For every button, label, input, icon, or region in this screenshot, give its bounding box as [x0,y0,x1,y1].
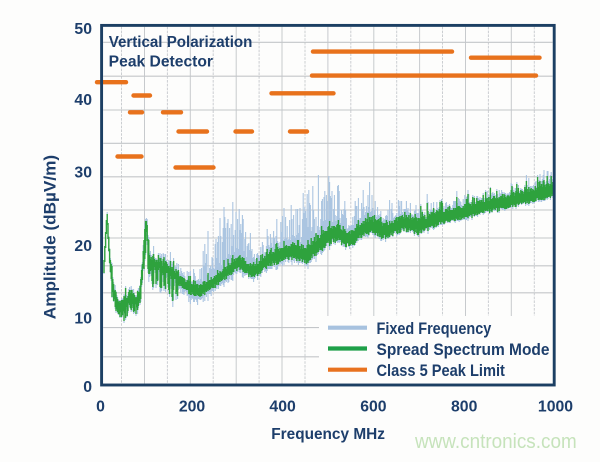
svg-text:0: 0 [96,399,105,416]
svg-text:0: 0 [83,379,92,396]
svg-text:Frequency MHz: Frequency MHz [271,426,385,443]
svg-text:www.cntronics.com: www.cntronics.com [414,430,577,453]
svg-text:Amplitude (dBµV/m): Amplitude (dBµV/m) [41,155,60,319]
svg-text:600: 600 [360,399,387,416]
svg-text:1000: 1000 [538,399,573,416]
svg-text:50: 50 [74,21,92,38]
svg-text:20: 20 [74,238,92,255]
svg-text:Fixed Frequency: Fixed Frequency [377,319,492,338]
svg-text:Spread Spectrum Mode: Spread Spectrum Mode [377,340,550,359]
svg-text:Class 5 Peak Limit: Class 5 Peak Limit [377,361,506,380]
svg-text:30: 30 [74,165,92,182]
svg-text:200: 200 [179,399,206,416]
svg-text:40: 40 [74,92,92,109]
svg-text:Vertical Polarization: Vertical Polarization [109,34,253,51]
svg-text:10: 10 [74,311,92,328]
svg-text:400: 400 [269,399,296,416]
svg-text:Peak Detector: Peak Detector [109,54,213,71]
svg-text:800: 800 [451,399,478,416]
